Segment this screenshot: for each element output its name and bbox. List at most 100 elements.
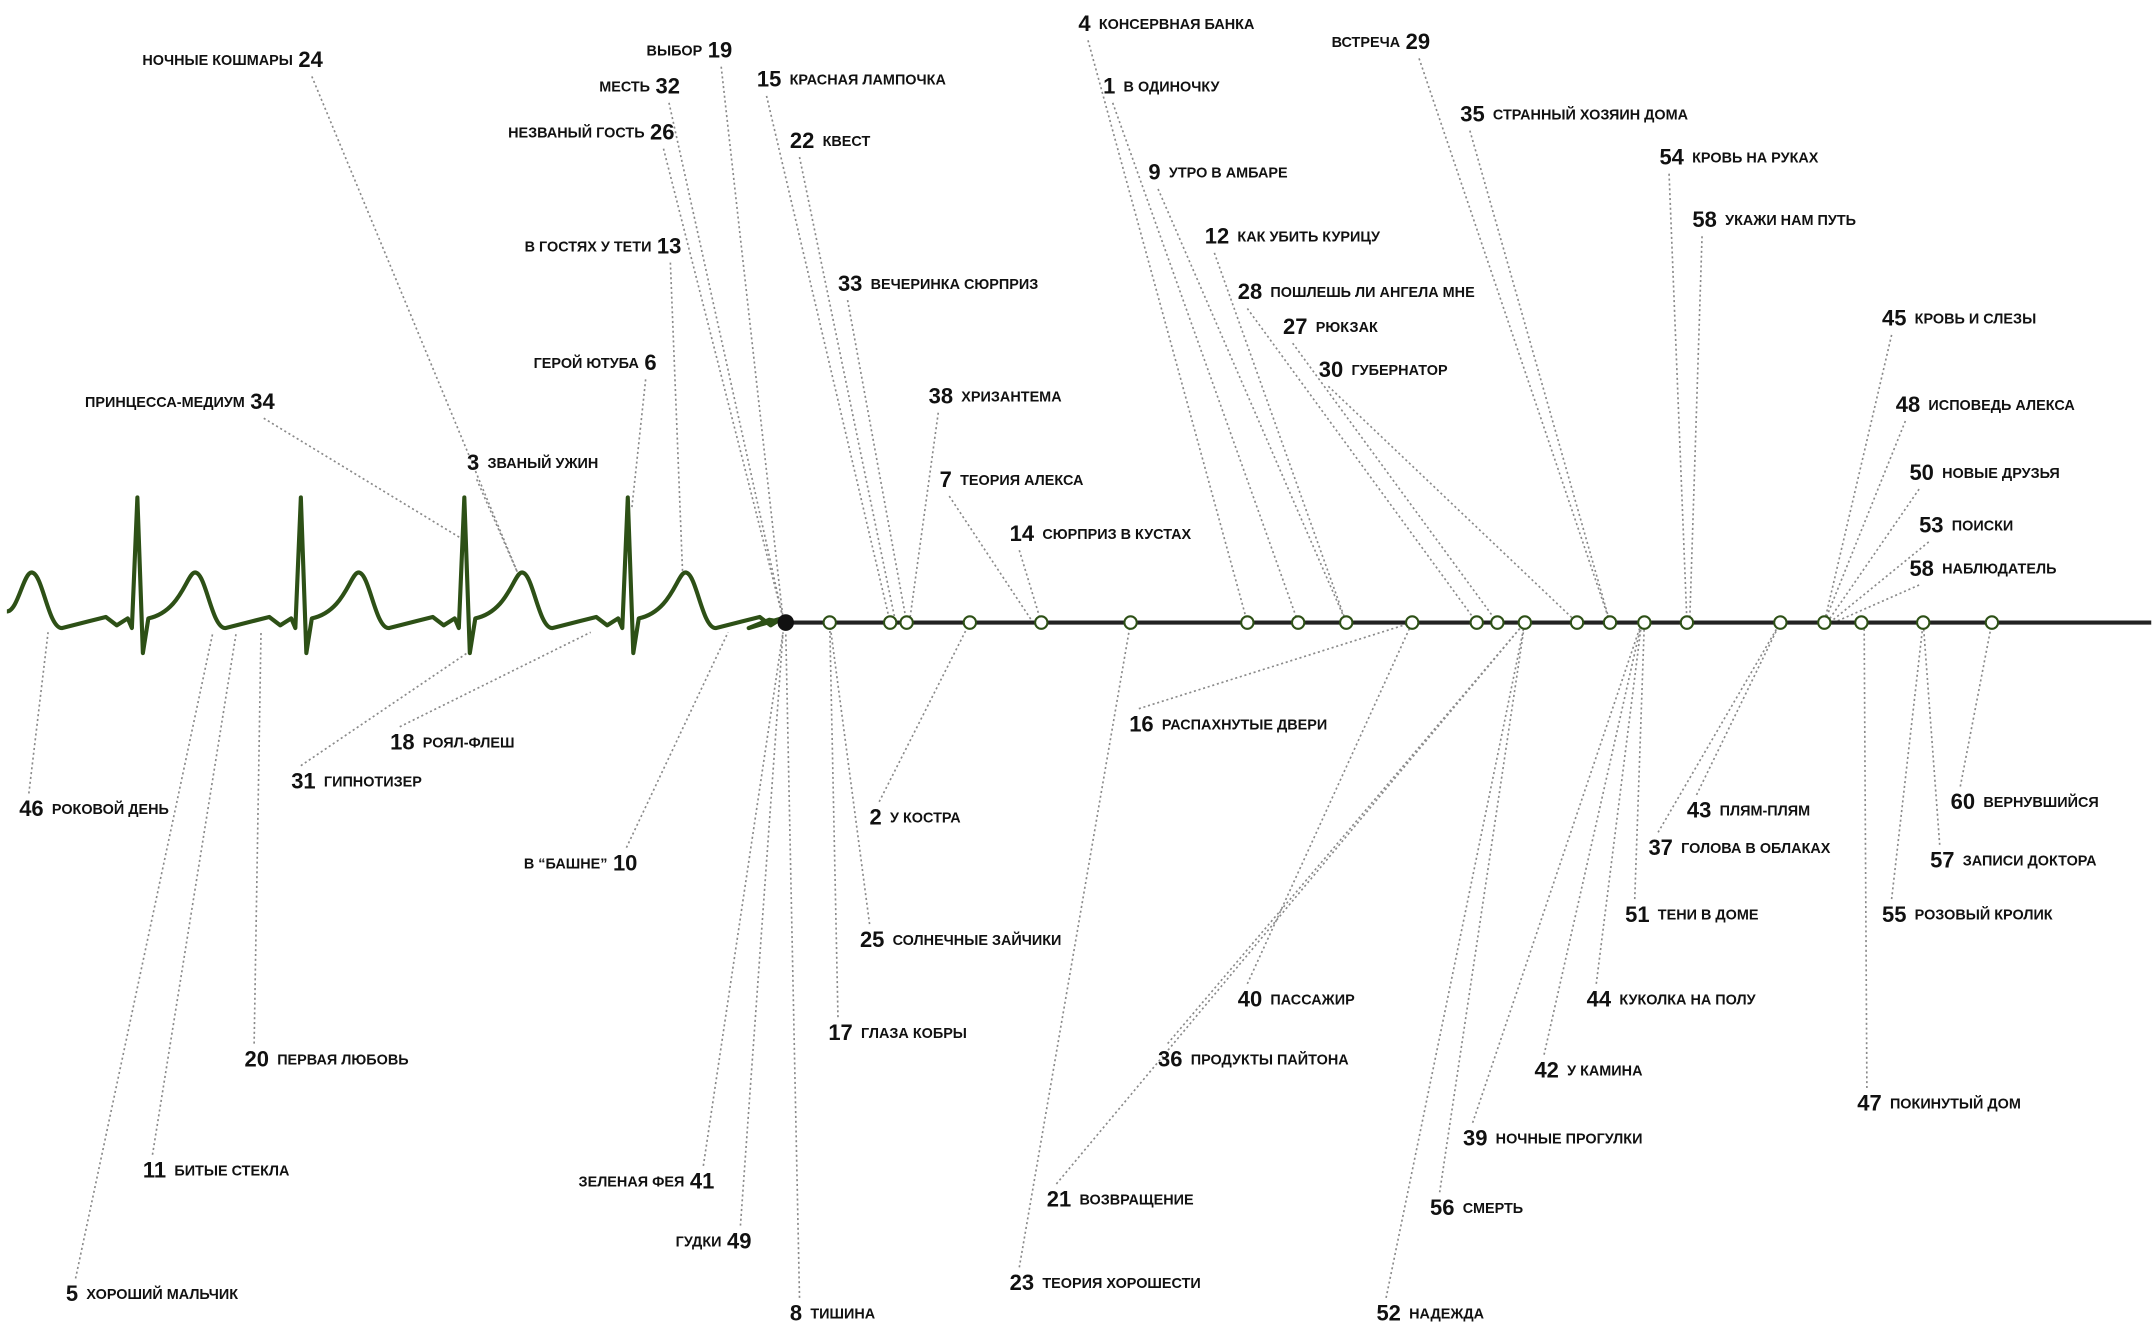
leader-line — [765, 95, 891, 623]
leader-line — [1246, 307, 1478, 624]
timeline-node — [1569, 615, 1585, 630]
episode-title: ВЫБОР — [647, 43, 703, 59]
timeline-node — [1490, 615, 1505, 630]
episode-number: 22 — [790, 128, 814, 153]
episode-label: 3 ЗВАНЫЙ УЖИН — [467, 450, 598, 475]
episode-number: 14 — [1010, 521, 1035, 546]
timeline-node — [1854, 615, 1869, 630]
episode-number: 40 — [1238, 986, 1262, 1011]
episode-label: 51 ТЕНИ В ДОМЕ — [1625, 901, 1759, 926]
episode-title: РОЯЛ-ФЛЕШ — [423, 735, 515, 751]
episode-title: БИТЫЕ СТЕКЛА — [174, 1163, 290, 1179]
leader-line — [1863, 622, 1868, 1089]
episode-label: 21 ВОЗВРАЩЕНИЕ — [1047, 1186, 1194, 1211]
leader-line — [1438, 622, 1526, 1193]
episode-number: 42 — [1534, 1057, 1558, 1082]
leader-line — [1087, 40, 1249, 623]
episode-number: 58 — [1692, 207, 1716, 232]
leader-line — [1385, 622, 1526, 1299]
episode-title: ПЛЯМ-ПЛЯМ — [1720, 803, 1811, 819]
episode-label: 54 КРОВЬ НА РУКАХ — [1659, 144, 1818, 169]
episode-number: 47 — [1857, 1090, 1881, 1115]
episode-title: МЕСТЬ — [599, 79, 650, 95]
episode-title: УКАЖИ НАМ ПУТЬ — [1725, 213, 1856, 229]
episode-label: 47 ПОКИНУТЫЙ ДОМ — [1857, 1090, 2021, 1115]
episode-label: НОЧНЫЕ КОШМАРЫ 24 — [142, 47, 323, 72]
episode-title: ТЕНИ В ДОМЕ — [1658, 908, 1759, 924]
timeline-node — [1123, 615, 1138, 630]
episode-title: ГОЛОВА В ОБЛАКАХ — [1681, 841, 1831, 857]
episode-number: 7 — [940, 467, 952, 492]
episode-title: ПОИСКИ — [1952, 518, 2014, 534]
timeline-node — [1469, 615, 1484, 630]
episode-title: ТЕОРИЯ ХОРОШЕСТИ — [1042, 1276, 1200, 1292]
episode-number: 34 — [250, 389, 275, 414]
episode-label: 8 ТИШИНА — [790, 1300, 876, 1325]
episode-label: 18 РОЯЛ-ФЛЕШ — [390, 729, 514, 754]
episode-label: 55 РОЗОВЫЙ КРОЛИК — [1882, 901, 2053, 926]
leader-line — [662, 148, 784, 619]
episode-number: 18 — [390, 729, 414, 754]
episode-label: 12 КАК УБИТЬ КУРИЦУ — [1205, 223, 1381, 248]
episode-label: В “БАШНЕ” 10 — [524, 850, 638, 875]
leader-line — [1959, 622, 1993, 787]
timeline-node — [1240, 615, 1255, 630]
timeline-node — [1034, 615, 1049, 630]
episode-title: НАБЛЮДАТЕЛЬ — [1942, 562, 2056, 578]
timeline-node — [1916, 615, 1931, 630]
episode-title: СМЕРТЬ — [1463, 1201, 1523, 1217]
leader-line — [1826, 488, 1920, 624]
leader-lines — [28, 40, 1993, 1299]
episode-title: ХРИЗАНТЕМА — [961, 389, 1062, 405]
episode-title: В “БАШНЕ” — [524, 856, 608, 872]
episode-number: 2 — [870, 804, 882, 829]
episode-title: РОКОВОЙ ДЕНЬ — [52, 800, 169, 818]
episode-label: 48 ИСПОВЕДЬ АЛЕКСА — [1896, 392, 2076, 417]
episode-title: ГЛАЗА КОБРЫ — [861, 1026, 967, 1042]
episode-title: ТИШИНА — [810, 1306, 875, 1322]
timeline-node — [899, 615, 914, 630]
episode-title: ГУДКИ — [676, 1234, 722, 1250]
timeline-node — [1290, 615, 1306, 630]
episode-number: 52 — [1376, 1300, 1400, 1325]
episode-title: ЗЕЛЕНАЯ ФЕЯ — [579, 1174, 685, 1190]
episode-title: КУКОЛКА НА ПОЛУ — [1619, 992, 1756, 1008]
leader-line — [1823, 334, 1893, 623]
episode-title: ХОРОШИЙ МАЛЬЧИК — [86, 1285, 238, 1303]
leader-line — [1292, 342, 1499, 624]
episode-title: СТРАННЫЙ ХОЗЯИН ДОМА — [1493, 105, 1689, 123]
timeline-node — [1517, 615, 1533, 630]
leader-line — [1138, 621, 1413, 710]
episode-title: ЗВАНЫЙ УЖИН — [488, 454, 599, 472]
episode-label: 30 ГУБЕРНАТОР — [1319, 357, 1448, 382]
episode-label: 17 ГЛАЗА КОБРЫ — [828, 1020, 967, 1045]
episode-number: 21 — [1047, 1186, 1071, 1211]
episode-number: 12 — [1205, 223, 1229, 248]
episode-label: МЕСТЬ 32 — [599, 73, 680, 98]
episode-number: 41 — [690, 1168, 714, 1193]
episode-title: ГИПНОТИЗЕР — [324, 774, 422, 790]
leader-line — [1018, 550, 1043, 623]
episode-title: РОЗОВЫЙ КРОЛИК — [1915, 906, 2053, 924]
episode-label: 14 СЮРПРИЗ В КУСТАХ — [1010, 521, 1192, 546]
leader-line — [702, 632, 784, 1166]
leader-line — [1633, 622, 1646, 900]
leader-line — [1829, 541, 1930, 624]
episode-label: 50 НОВЫЕ ДРУЗЬЯ — [1909, 460, 2059, 485]
episode-label: 9 УТРО В АМБАРЕ — [1148, 159, 1288, 184]
ecg-wave — [6, 495, 787, 656]
episode-label: 58 НАБЛЮДАТЕЛЬ — [1909, 555, 2056, 580]
leader-line — [1543, 622, 1643, 1055]
episode-title: ПРИНЦЕССА-МЕДИУМ — [85, 395, 245, 411]
episode-label: ГЕРОЙ ЮТУБА 6 — [534, 350, 657, 375]
episode-title: У КОСТРА — [890, 810, 961, 826]
leader-line — [1213, 252, 1348, 623]
episode-label: 25 СОЛНЕЧНЫЕ ЗАЙЧИКИ — [860, 927, 1061, 952]
timeline-node — [1984, 615, 2000, 630]
episode-title: КРОВЬ И СЛЕЗЫ — [1915, 311, 2037, 327]
leader-line — [1657, 622, 1782, 833]
episode-label: 43 ПЛЯМ-ПЛЯМ — [1687, 797, 1810, 822]
leader-line — [908, 412, 940, 623]
episode-number: 37 — [1648, 835, 1672, 860]
